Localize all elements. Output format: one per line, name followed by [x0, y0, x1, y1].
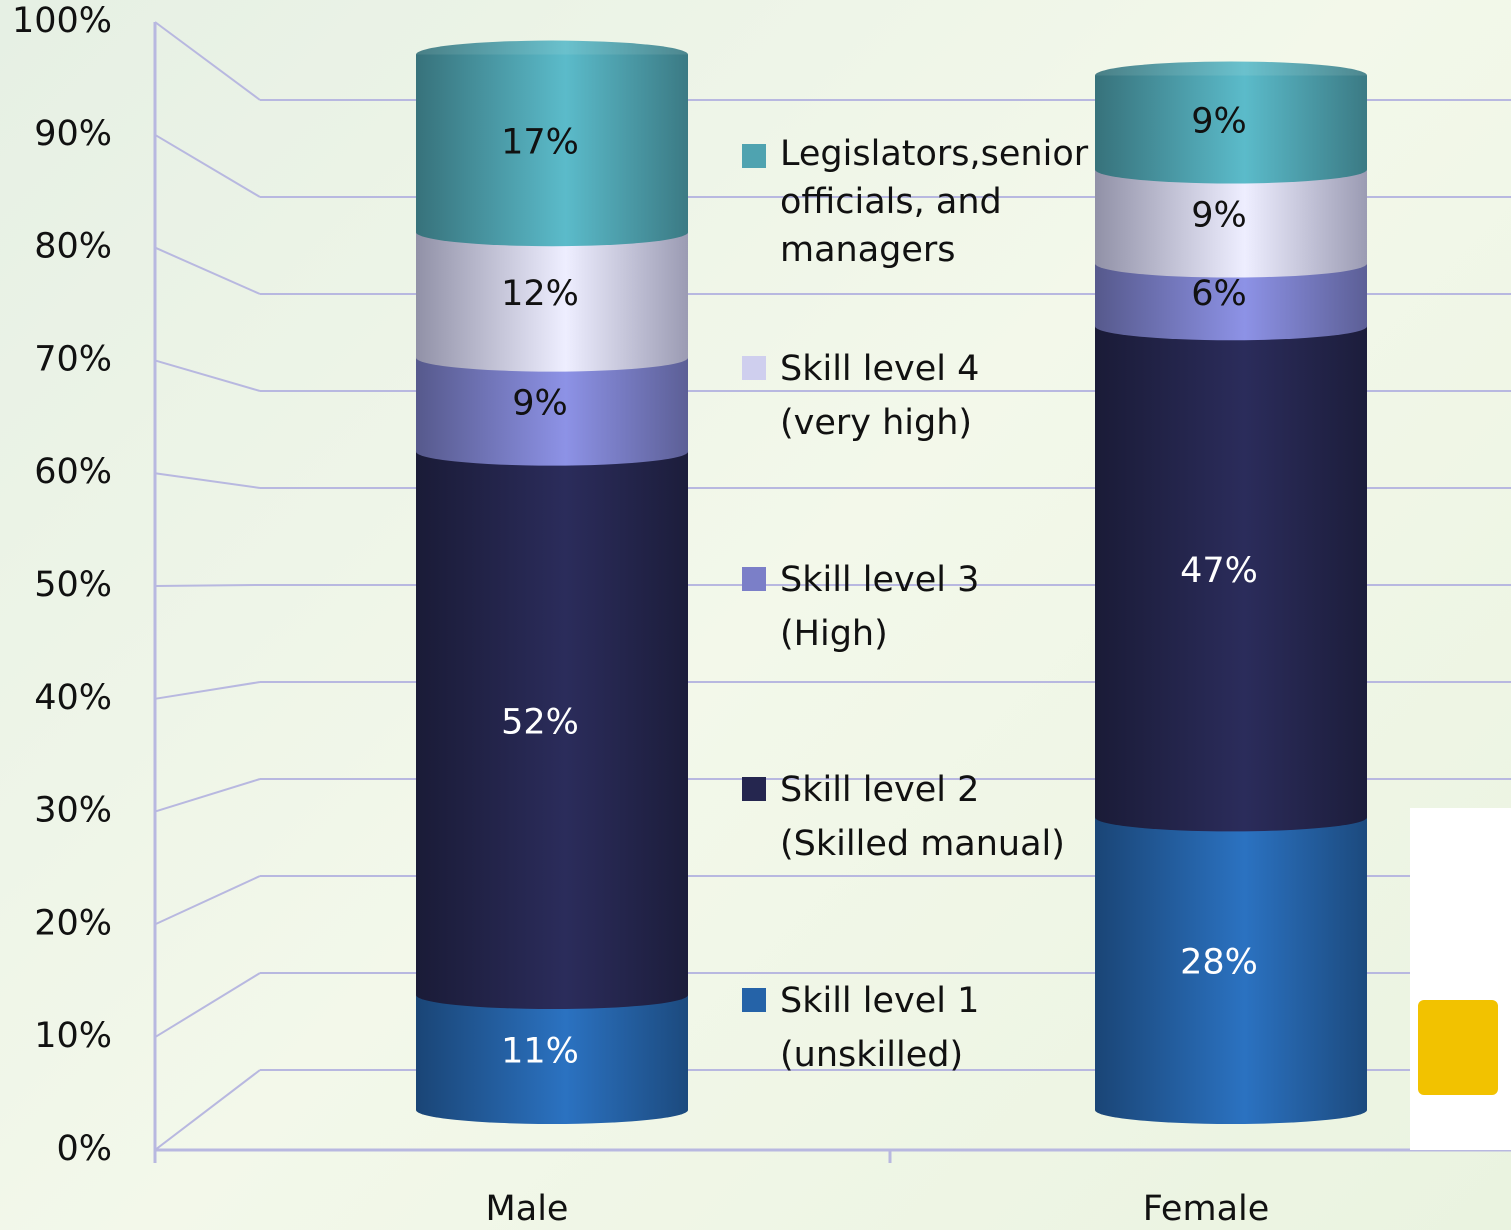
- data-label: 6%: [1191, 274, 1247, 314]
- grid-line: [154, 875, 261, 926]
- data-label: 9%: [1191, 196, 1247, 236]
- photo: [1410, 808, 1511, 1150]
- legend-label: Skill level 4 (very high): [780, 349, 980, 443]
- legend-item: Skill level 1 (unskilled): [742, 974, 1070, 1082]
- grid-line: [154, 472, 261, 489]
- x-tick-label: Female: [1143, 1189, 1270, 1229]
- segment-body: [1095, 326, 1367, 832]
- y-tick-label: 0%: [56, 1129, 112, 1169]
- y-tick-label: 10%: [34, 1016, 112, 1056]
- segment-top: [1095, 61, 1367, 90]
- segment-body: [1095, 817, 1367, 1124]
- segment-top: [416, 40, 688, 69]
- y-tick-label: 80%: [34, 227, 112, 267]
- x-tick-label: Male: [486, 1189, 569, 1229]
- grid-line: [154, 584, 261, 587]
- grid-line: [154, 778, 261, 813]
- grid-line: [154, 21, 261, 101]
- grid-line: [154, 972, 261, 1039]
- y-tick-label: 30%: [34, 791, 112, 831]
- photo-bucket: [1418, 1000, 1498, 1095]
- y-tick-label: 40%: [34, 678, 112, 718]
- legend-swatch: [742, 144, 766, 168]
- segment-body: [1095, 75, 1367, 184]
- segment-body: [416, 54, 688, 247]
- legend-swatch: [742, 567, 766, 591]
- legend-item: Skill level 3 (High): [742, 553, 1070, 661]
- legend-swatch: [742, 777, 766, 801]
- legend-label: Skill level 3 (High): [780, 560, 980, 654]
- grid-line: [154, 1069, 261, 1151]
- data-label: 9%: [512, 384, 568, 424]
- legend-label: Skill level 1 (unskilled): [780, 981, 980, 1075]
- data-label: 28%: [1180, 943, 1258, 983]
- y-tick-label: 100%: [12, 1, 112, 41]
- grid-line: [154, 681, 261, 700]
- y-tick-label: 20%: [34, 903, 112, 943]
- cylinder-segment: [1095, 61, 1367, 184]
- cylinder-segment: [416, 40, 688, 247]
- data-label: 11%: [501, 1032, 579, 1072]
- legend-item: Skill level 4 (very high): [742, 342, 1070, 450]
- y-tick-label: 60%: [34, 452, 112, 492]
- data-label: 9%: [1191, 101, 1247, 141]
- segment-body: [416, 357, 688, 466]
- segment-body: [416, 451, 688, 1010]
- legend-swatch: [742, 356, 766, 380]
- y-tick-label: 70%: [34, 339, 112, 379]
- segment-body: [1095, 169, 1367, 278]
- grid-line: [154, 133, 261, 198]
- segment-body: [416, 995, 688, 1124]
- legend-item: Legislators,senior officials, and manage…: [742, 130, 1089, 274]
- segment-body: [416, 232, 688, 372]
- legend-item: Skill level 2 (Skilled manual): [742, 763, 1070, 871]
- legend-label: Legislators,senior officials, and manage…: [780, 134, 1089, 270]
- data-label: 47%: [1180, 551, 1258, 591]
- data-label: 17%: [501, 122, 579, 162]
- data-label: 52%: [501, 702, 579, 742]
- legend-swatch: [742, 988, 766, 1012]
- segment-body: [1095, 263, 1367, 341]
- legend-label: Skill level 2 (Skilled manual): [780, 770, 1065, 864]
- grid-line: [154, 246, 261, 295]
- data-label: 12%: [501, 274, 579, 314]
- y-tick-label: 90%: [34, 114, 112, 154]
- y-tick-label: 50%: [34, 565, 112, 605]
- grid-line: [154, 359, 261, 392]
